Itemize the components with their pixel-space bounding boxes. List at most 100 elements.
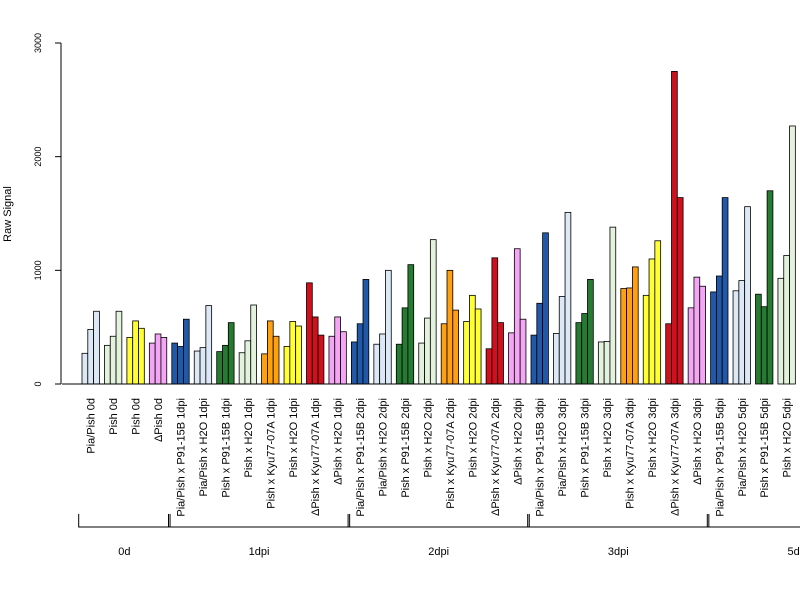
category-label: Pish x H2O 3dpi: [647, 398, 659, 477]
bar: [738, 280, 746, 385]
bar: [474, 308, 482, 385]
bar: [395, 343, 403, 385]
bar: [407, 264, 415, 385]
bar: [429, 239, 437, 385]
category-label: ΔPish x H2O 1dpi: [333, 398, 345, 485]
bar: [620, 288, 627, 385]
bar: [272, 335, 280, 385]
category-label: ΔPish x Kyu77-07A 3dpi: [669, 398, 681, 516]
category-label: ΔPish 0d: [153, 398, 165, 442]
bars: [81, 71, 796, 385]
bar: [295, 325, 302, 385]
group-bracket: [78, 514, 171, 528]
bar: [716, 275, 723, 385]
category-label: Pia/Pish x P91-15B 1dpi: [176, 398, 188, 517]
bar: [632, 266, 639, 385]
bar: [385, 269, 392, 385]
bar: [469, 294, 476, 385]
bar: [289, 321, 297, 385]
bar: [642, 294, 650, 385]
bar: [485, 348, 493, 385]
group-label: 3dpi: [608, 546, 629, 558]
bar: [362, 279, 370, 385]
bar: [193, 350, 201, 385]
category-label: Pia/Pish x P91-15B 2dpi: [355, 398, 367, 517]
y-tick-label: 2000: [33, 147, 43, 167]
bar: [789, 125, 796, 385]
bar: [340, 331, 347, 385]
bar: [744, 206, 751, 385]
y-tick-label: 3000: [33, 33, 43, 53]
category-label: Pia/Pish x P91-15B 3dpi: [535, 398, 547, 517]
category-label: Pish x Kyu77-07A 1dpi: [265, 398, 277, 509]
bar: [587, 279, 594, 385]
group-label: 2dpi: [428, 546, 449, 558]
bar: [699, 285, 706, 385]
bar: [710, 291, 717, 385]
bar: [418, 342, 425, 385]
bar: [261, 353, 268, 385]
category-label: ΔPish x H2O 3dpi: [692, 398, 704, 485]
bar: [508, 332, 515, 385]
category-label: Pish x Kyu77-07A 2dpi: [445, 398, 457, 509]
bar: [463, 321, 470, 385]
bar: [205, 305, 213, 385]
category-label: Pia/Pish x H2O 5dpi: [737, 398, 749, 496]
y-tick-label: 0: [33, 381, 43, 386]
bar: [760, 306, 768, 385]
bar: [148, 342, 156, 385]
bar: [171, 342, 179, 385]
bar: [721, 197, 729, 385]
bar: [317, 334, 325, 385]
category-label: Pish x P91-15B 1dpi: [220, 398, 232, 498]
bar: [513, 248, 521, 385]
bar: [671, 71, 678, 385]
bar: [177, 346, 184, 385]
category-label: Pish 0d: [131, 398, 143, 435]
bar: [732, 290, 740, 385]
bar: [783, 255, 790, 385]
bar: [350, 341, 358, 385]
bar: [154, 333, 162, 385]
category-label: Pish 0d: [108, 398, 120, 435]
bar: [654, 240, 662, 385]
bar: [519, 318, 527, 385]
bar: [665, 323, 672, 385]
group-bracket: [527, 514, 710, 528]
category-label: Pish x H2O 1dpi: [243, 398, 255, 477]
bar: [777, 277, 785, 385]
group-bracket: [347, 514, 530, 528]
bar: [138, 327, 145, 385]
bar: [182, 318, 190, 385]
bar: [283, 346, 291, 385]
bar: [452, 309, 459, 385]
category-label: Pia/Pish 0d: [86, 398, 98, 454]
bar: [626, 287, 633, 385]
bar: [491, 257, 499, 385]
bar: [676, 197, 684, 385]
bar: [609, 226, 617, 385]
bar: [87, 329, 95, 385]
bar: [334, 316, 341, 385]
bar: [440, 323, 448, 385]
category-label: Pia/Pish x P91-15B 5dpi: [714, 398, 726, 517]
bar: [216, 351, 223, 385]
bar: [160, 336, 168, 385]
bar: [306, 282, 313, 385]
bar: [648, 258, 656, 385]
category-label: Pish x H2O 3dpi: [602, 398, 614, 477]
bar: [227, 322, 235, 385]
category-label: Pia/Pish x H2O 1dpi: [198, 398, 210, 496]
category-label: Pish x P91-15B 5dpi: [759, 398, 771, 498]
category-labels: Pia/Pish 0d Pish 0d Pish 0d ΔPish 0d Pia/Pis…: [86, 398, 794, 517]
y-tick-label: 1000: [33, 260, 43, 280]
group-label: 1dpi: [249, 546, 270, 558]
bar: [222, 344, 229, 385]
bar: [81, 352, 89, 385]
bar: [373, 343, 381, 385]
bar: [104, 344, 111, 385]
bar: [536, 302, 543, 385]
bar: [401, 307, 409, 385]
bar: [581, 313, 588, 385]
category-label: Pish x H2O 2dpi: [422, 398, 434, 477]
